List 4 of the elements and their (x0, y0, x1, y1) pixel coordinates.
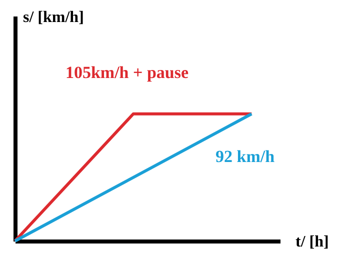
text: s/ [km/h] (23, 9, 84, 26)
x-axis-title: t/ [h] (296, 234, 329, 250)
series-label: 92 km/h (215, 147, 276, 166)
series-label: 105km/h + pause (65, 63, 189, 82)
